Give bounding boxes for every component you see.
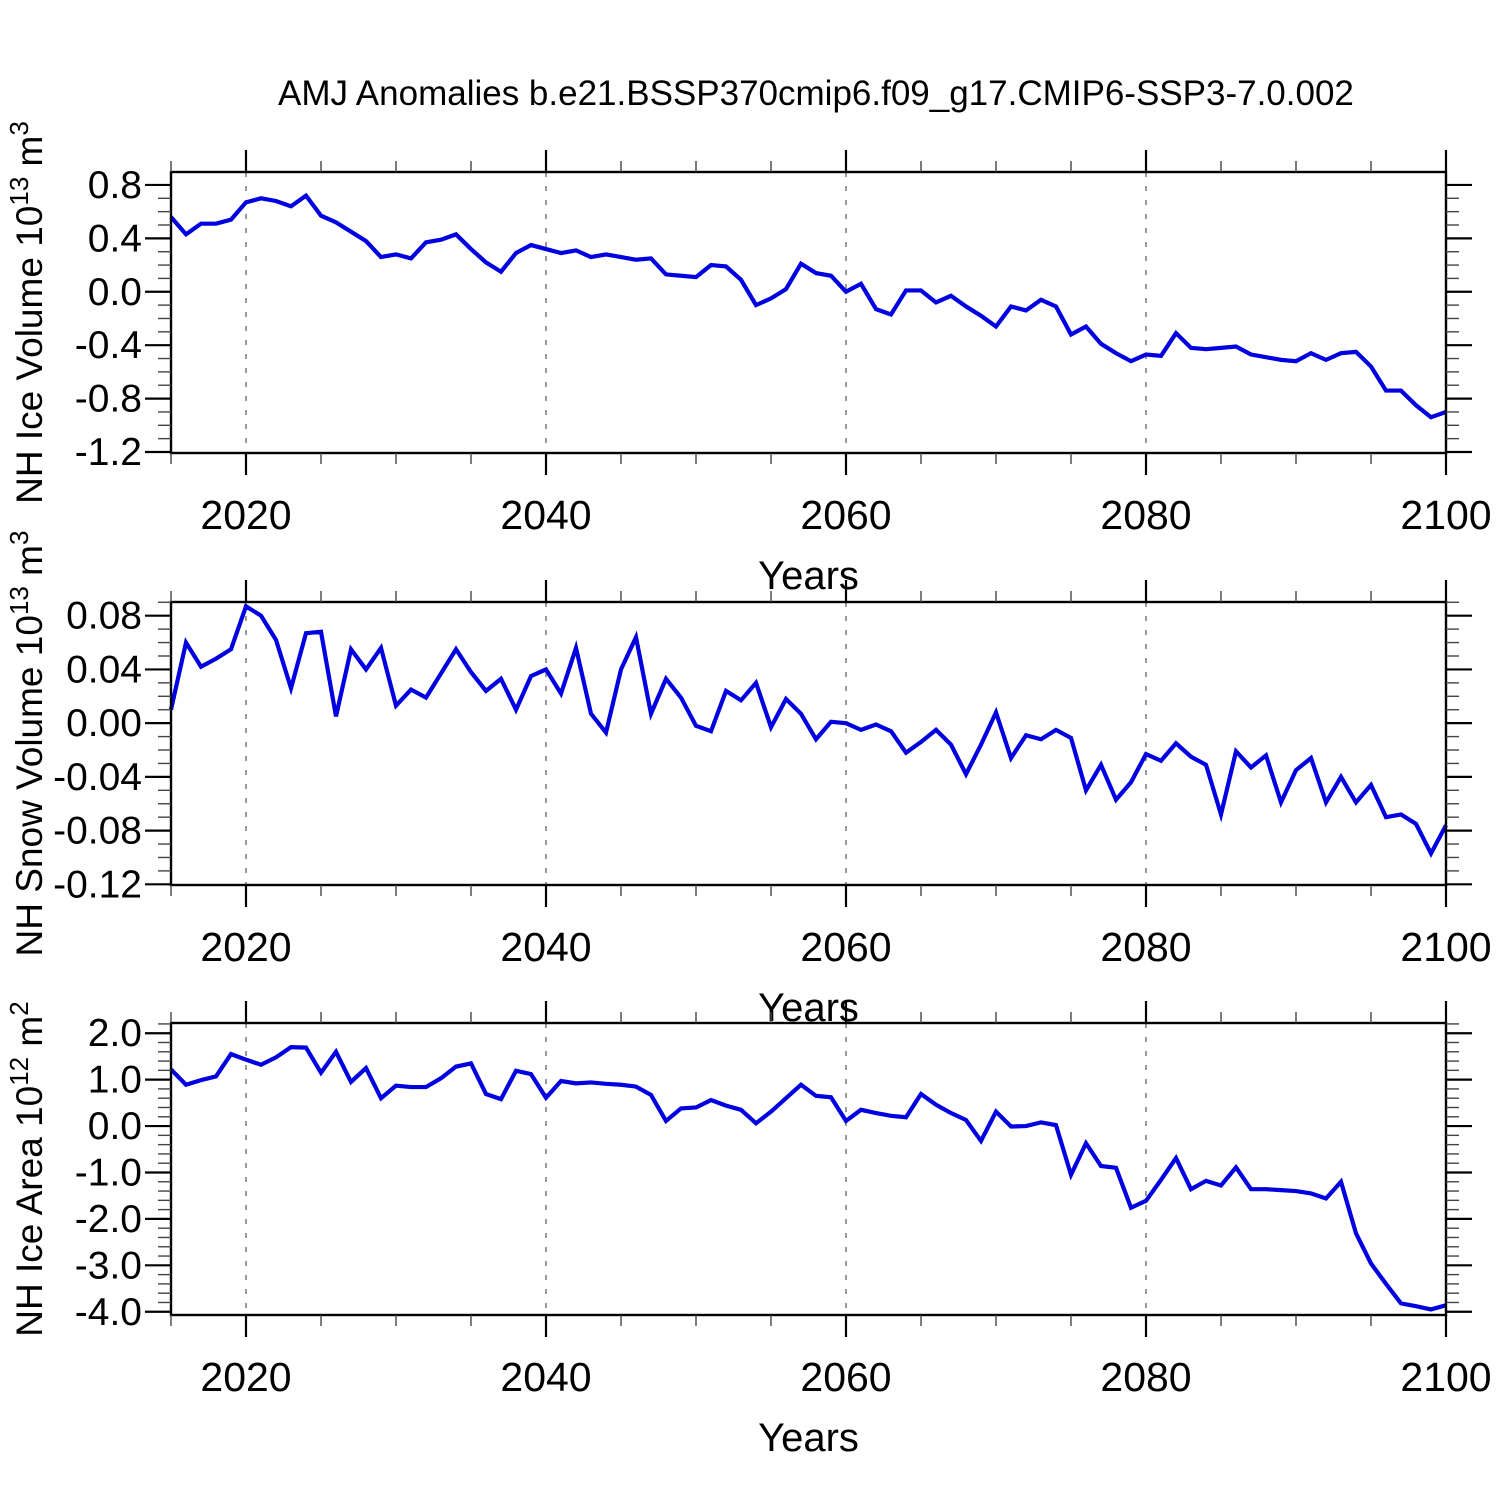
y-tick-label: 1.0	[88, 1059, 142, 1102]
x-tick-label: 2060	[800, 1354, 891, 1400]
gridlines	[245, 172, 1147, 453]
x-tick-label: 2040	[500, 492, 591, 538]
y-tick-label: -1.0	[75, 1151, 142, 1194]
x-axis-label: Years	[758, 1416, 859, 1460]
x-tick-label: 2100	[1400, 924, 1491, 970]
gridlines	[245, 602, 1147, 885]
y-axis-label: NH Ice Volume 1013 m3	[4, 121, 50, 504]
x-tick-label: 2080	[1100, 924, 1191, 970]
x-tick-label: 2020	[200, 924, 291, 970]
plot-frame	[169, 170, 1448, 455]
ticks	[145, 1001, 1472, 1337]
x-axis-label: Years	[758, 554, 859, 598]
y-tick-label: 0.08	[66, 595, 142, 638]
x-tick-label: 2100	[1400, 1354, 1491, 1400]
panel-nh-ice-area: 2020 2040 2060 2080 2100 Years 2.01.00.0-1.0-2…	[4, 1001, 1492, 1460]
plot-frame	[169, 600, 1448, 887]
data-line-nh-ice-area	[169, 1045, 1447, 1312]
y-tick-label: -4.0	[75, 1291, 142, 1334]
y-tick-label: -2.0	[75, 1198, 142, 1241]
y-tick-label: -3.0	[75, 1244, 142, 1287]
chart-title: AMJ Anomalies b.e21.BSSP370cmip6.f09_g17…	[278, 74, 1354, 113]
y-tick-label: 0.8	[88, 164, 142, 207]
y-tick-label: -0.04	[53, 756, 142, 799]
x-tick-label: 2080	[1100, 1354, 1191, 1400]
panel-nh-snow-volume: 2020 2040 2060 2080 2100 Years 0.08 0.04 0.00 -0.…	[4, 531, 1492, 1030]
panel-nh-ice-volume: 2020 2040 2060 2080 2100 Years 0.8 0.4 0.0 -0.4 -0…	[4, 121, 1492, 598]
x-tick-label: 2020	[200, 1354, 291, 1400]
y-axis-label: NH Snow Volume 1013 m3	[4, 531, 50, 957]
data-line-nh-snow-volume	[168, 603, 1448, 858]
ticks	[145, 150, 1472, 475]
x-tick-label: 2060	[800, 492, 891, 538]
y-tick-label: -0.4	[75, 324, 142, 367]
y-tick-label: 0.00	[66, 702, 142, 745]
y-tick-label: 2.0	[88, 1012, 142, 1055]
y-tick-label: 0.0	[88, 1105, 142, 1148]
plot-frame	[169, 1021, 1448, 1317]
y-tick-label: 0.4	[88, 217, 142, 260]
labels: 2020 2040 2060 2080 2100 Years 0.8 0.4 0.0 -0.4 -0…	[4, 121, 1492, 598]
x-tick-label: 2040	[500, 924, 591, 970]
y-tick-label: -0.8	[75, 378, 142, 421]
y-tick-label: -0.12	[53, 863, 142, 906]
labels: 2020 2040 2060 2080 2100 Years 0.08 0.04 0.00 -0.…	[4, 531, 1492, 1030]
y-tick-label: 0.04	[66, 648, 142, 691]
x-tick-label: 2040	[500, 1354, 591, 1400]
y-axis-label: NH Ice Area 1012 m2	[4, 1001, 50, 1336]
y-tick-label: -1.2	[75, 431, 142, 474]
x-tick-label: 2020	[200, 492, 291, 538]
data-line-nh-ice-volume	[169, 192, 1447, 420]
ticks	[145, 580, 1472, 907]
labels: 2020 2040 2060 2080 2100 Years 2.01.00.0-1.0-2…	[4, 1001, 1492, 1460]
y-tick-label: 0.0	[88, 271, 142, 314]
x-tick-label: 2100	[1400, 492, 1491, 538]
x-tick-label: 2080	[1100, 492, 1191, 538]
x-tick-label: 2060	[800, 924, 891, 970]
y-tick-label: -0.08	[53, 810, 142, 853]
gridlines	[245, 1023, 1147, 1315]
